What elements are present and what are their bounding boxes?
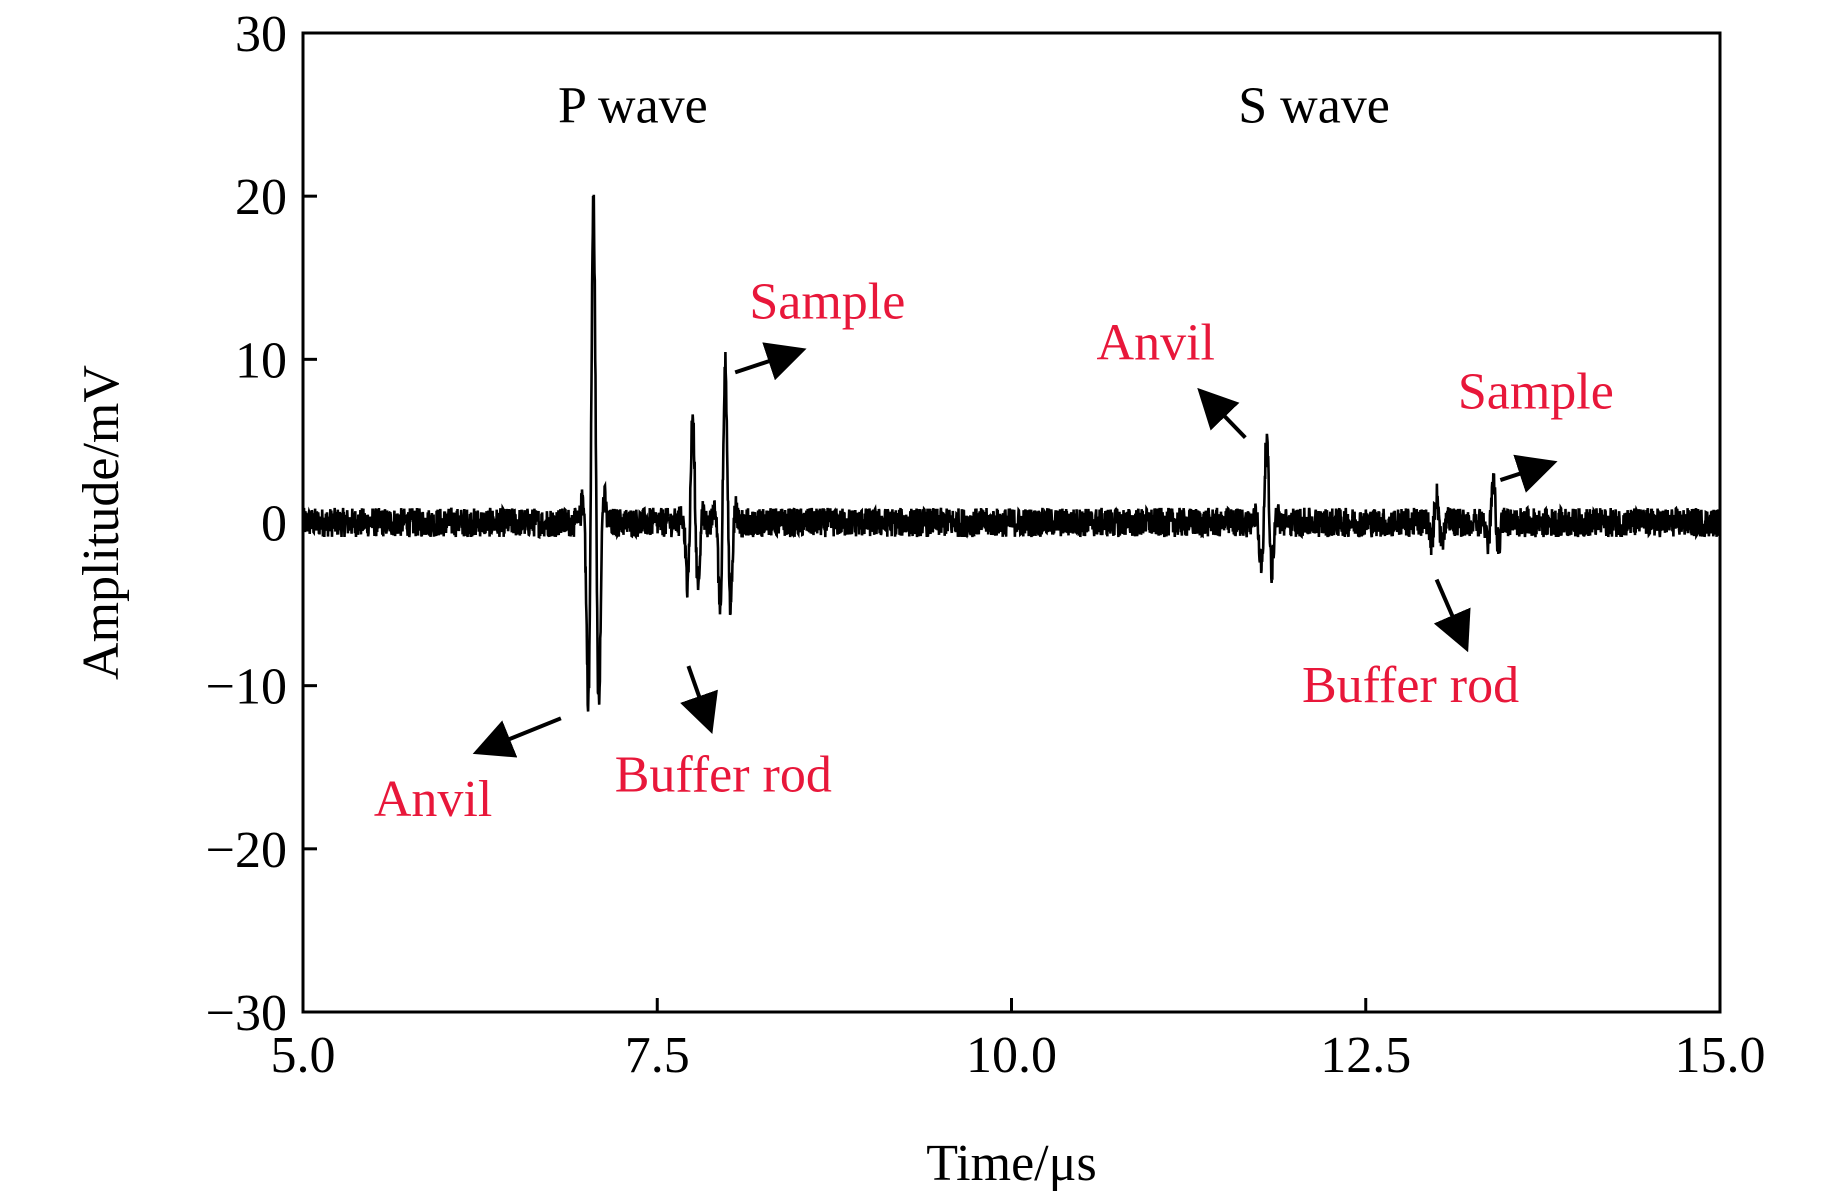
annotation-arrow [472,716,562,758]
annotation-label: Anvil [1097,314,1215,371]
y-tick-label: 0 [261,496,287,553]
y-tick-label: 30 [235,6,287,63]
x-tick-label: 12.5 [1320,1027,1411,1084]
annotation-label: Anvil [374,771,492,828]
signal-trace [301,194,1722,712]
annotation-arrow [734,342,807,381]
x-tick-label: 15.0 [1675,1027,1766,1084]
axis-ticks: 5.0 7.5 10.0 12.5 15.0 30 20 10 0 −10 −20 −30 [206,6,1766,1084]
annotation-arrow [680,665,718,735]
annotation-arrow [1197,387,1247,440]
annotations: P wave S wave Sample Buffer rod Anvil Anvil Sa… [374,78,1614,828]
wave-label: S wave [1238,78,1390,135]
annotation-label: Sample [749,274,905,331]
x-tick-label: 10.0 [966,1027,1057,1084]
annotation-label: Buffer rod [1302,657,1519,714]
annotation-label: Buffer rod [615,747,832,804]
y-tick-label: −20 [206,822,287,879]
y-tick-label: −10 [206,659,287,716]
x-axis-label: Time/μs [926,1135,1096,1192]
x-tick-label: 7.5 [625,1027,690,1084]
y-tick-label: −30 [206,985,287,1042]
y-tick-label: 10 [235,332,287,389]
annotation-arrow [1499,454,1558,493]
plot-area [301,194,1722,712]
wave-label: P wave [558,78,708,135]
annotation-arrow [1433,578,1471,653]
x-tick-label: 5.0 [271,1027,336,1084]
y-tick-label: 20 [235,169,287,226]
annotation-label: Sample [1458,363,1614,420]
y-axis-label: Amplitude/mV [73,365,130,680]
